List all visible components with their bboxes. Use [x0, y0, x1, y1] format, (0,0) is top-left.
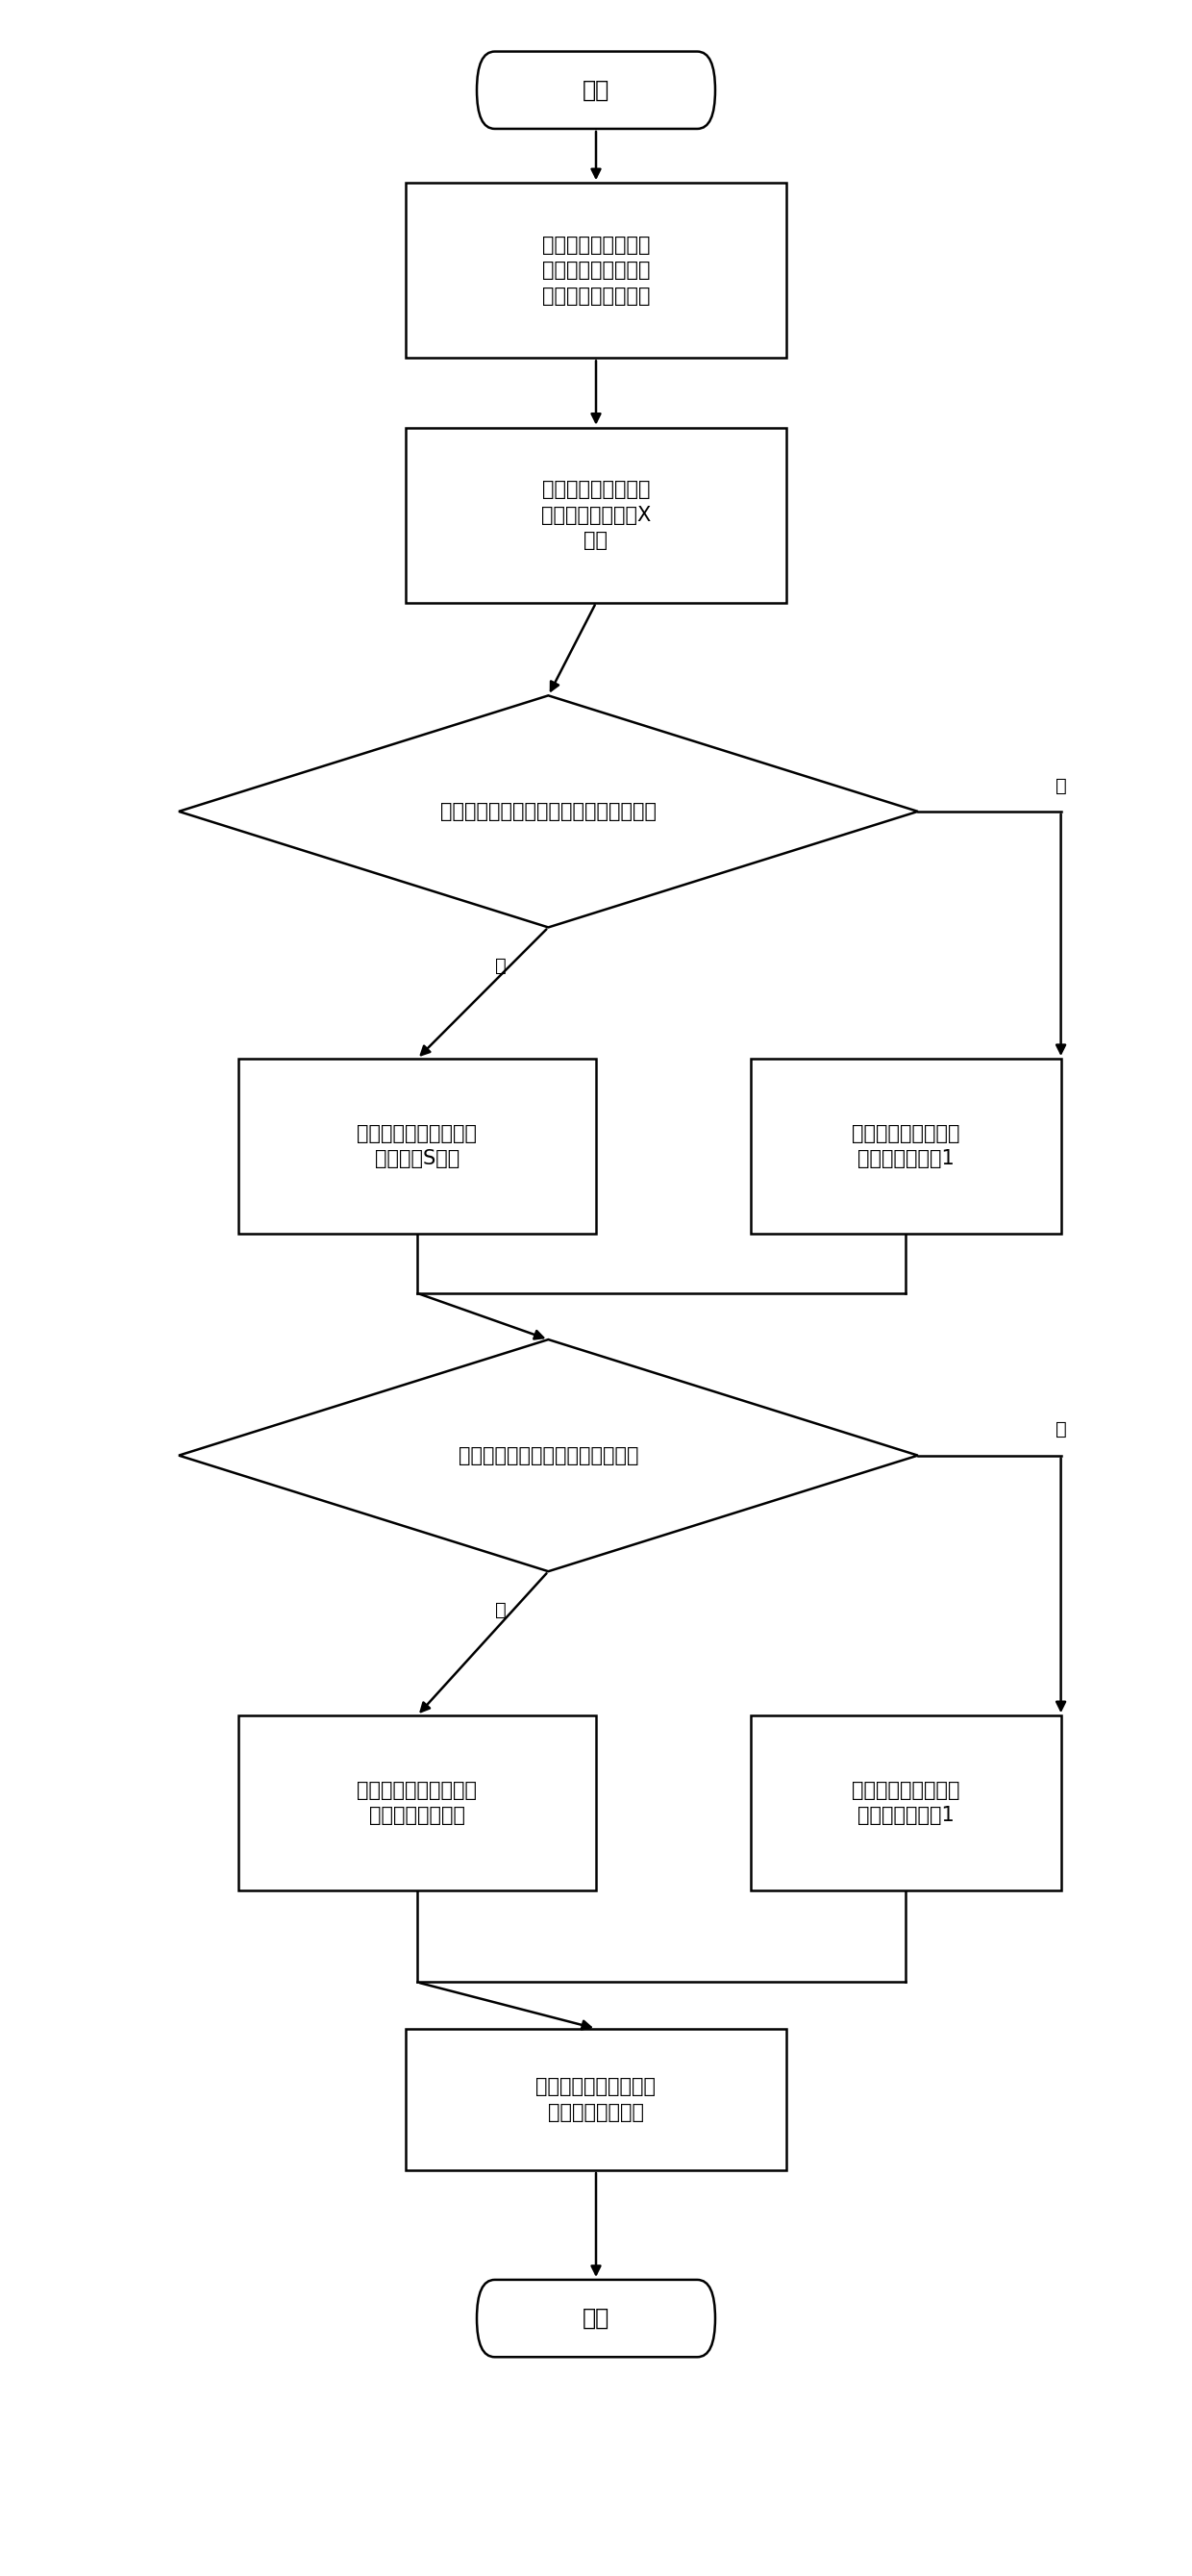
- Text: 结束: 结束: [583, 2308, 609, 2329]
- Polygon shape: [179, 696, 918, 927]
- Text: 将渐变切换组线圈权
重函数设为常数1: 将渐变切换组线圈权 重函数设为常数1: [852, 1780, 960, 1826]
- Bar: [405, 2030, 787, 2169]
- Text: 将渐变切换组线圈权重
函数设为余弦函数: 将渐变切换组线圈权重 函数设为余弦函数: [358, 1780, 477, 1826]
- Bar: [751, 1716, 1061, 1891]
- Text: 将突变切换组线圈权重
函数设为S函数: 将突变切换组线圈权重 函数设为S函数: [358, 1123, 477, 1170]
- FancyBboxPatch shape: [477, 2280, 715, 2357]
- Polygon shape: [179, 1340, 918, 1571]
- Text: 求解力与电流耦合方程
得到各线圈电流值: 求解力与电流耦合方程 得到各线圈电流值: [536, 2076, 656, 2123]
- Bar: [751, 1059, 1061, 1234]
- Bar: [405, 428, 787, 603]
- Text: 确定切换组各个线圈
在固定坐标系中的X
坐标: 确定切换组各个线圈 在固定坐标系中的X 坐标: [541, 479, 651, 551]
- Text: 渐变切换组线圈是否离开磁钢阵列: 渐变切换组线圈是否离开磁钢阵列: [458, 1445, 639, 1466]
- Text: 突变切换组最下方线圈是否离开磁钢阵列: 突变切换组最下方线圈是否离开磁钢阵列: [440, 801, 657, 822]
- FancyBboxPatch shape: [477, 52, 715, 129]
- Bar: [405, 183, 787, 358]
- Text: 将突变切换组线圈权
重函数设为常数1: 将突变切换组线圈权 重函数设为常数1: [852, 1123, 960, 1170]
- Bar: [238, 1716, 596, 1891]
- Text: 是: 是: [495, 1600, 507, 1620]
- Text: 开始: 开始: [583, 80, 609, 100]
- Text: 否: 否: [1055, 1419, 1067, 1440]
- Text: 是: 是: [495, 956, 507, 976]
- Bar: [238, 1059, 596, 1234]
- Text: 建立平面电机动子的
六自由度受力与线圈
电流之间的耦合方程: 建立平面电机动子的 六自由度受力与线圈 电流之间的耦合方程: [542, 234, 650, 307]
- Text: 否: 否: [1055, 775, 1067, 796]
